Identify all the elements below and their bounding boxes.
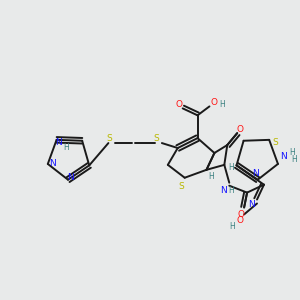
Text: N: N: [252, 169, 259, 178]
Text: H: H: [208, 172, 214, 181]
Text: N: N: [68, 173, 74, 182]
Text: N: N: [280, 152, 287, 160]
Text: O: O: [211, 98, 218, 107]
Text: O: O: [237, 125, 244, 134]
Text: S: S: [179, 182, 184, 191]
Text: N: N: [248, 200, 254, 209]
Text: S: S: [272, 138, 278, 147]
Text: H: H: [228, 163, 234, 172]
Text: N: N: [220, 186, 227, 195]
Text: N: N: [50, 159, 56, 168]
Text: H: H: [230, 222, 235, 231]
Text: O: O: [237, 216, 244, 225]
Text: N: N: [55, 138, 62, 147]
Text: O: O: [238, 210, 244, 219]
Text: H: H: [291, 155, 297, 164]
Text: H: H: [228, 186, 234, 195]
Text: H: H: [289, 148, 295, 157]
Text: S: S: [153, 134, 159, 142]
Text: H: H: [219, 100, 225, 109]
Text: O: O: [175, 100, 182, 109]
Text: H: H: [64, 143, 69, 152]
Text: S: S: [106, 134, 112, 142]
